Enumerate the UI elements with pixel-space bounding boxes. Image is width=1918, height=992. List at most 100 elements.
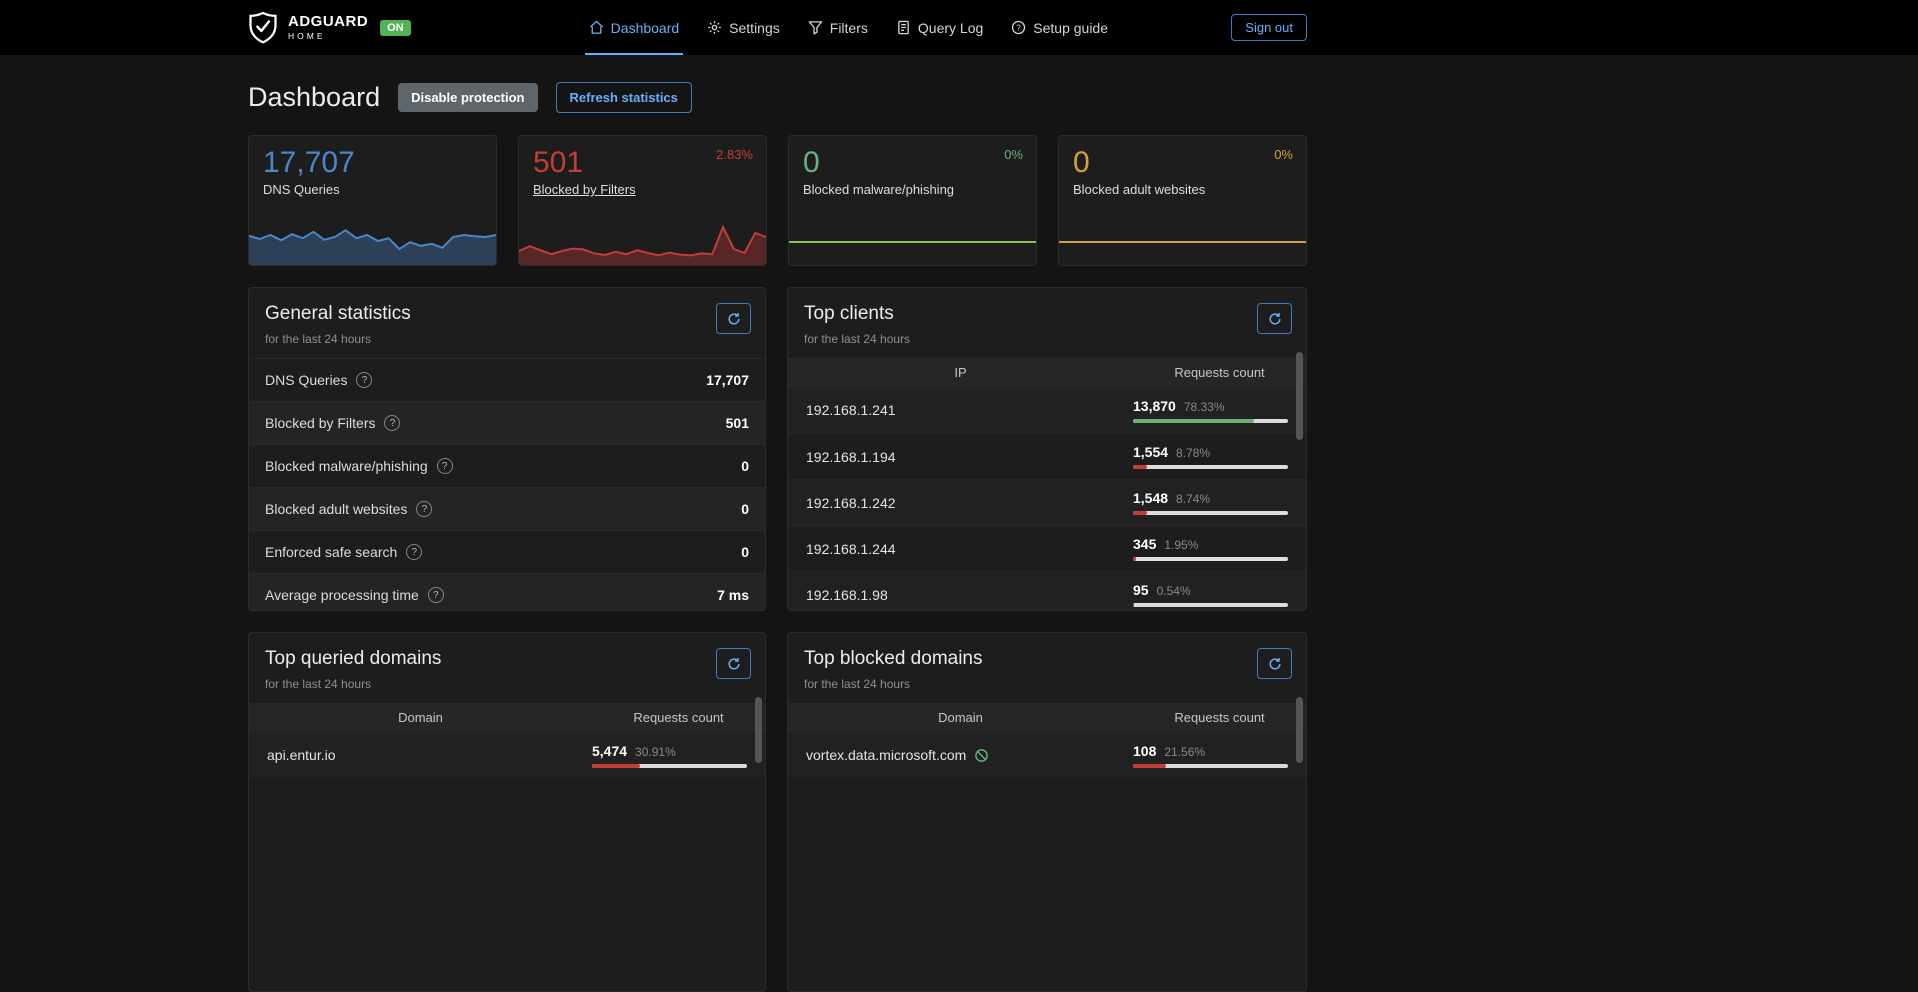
adguard-shield-icon	[249, 11, 277, 44]
refresh-panel-button[interactable]	[1257, 303, 1292, 334]
nav-item-label: Setup guide	[1033, 19, 1108, 36]
scrollbar-thumb[interactable]	[1296, 697, 1303, 763]
table-header: Domain Requests count	[249, 703, 765, 732]
help-icon[interactable]: ?	[356, 372, 373, 388]
panel-subtitle: for the last 24 hours	[804, 677, 911, 691]
cell-requests-count: 1,548 8.74%	[1133, 490, 1306, 515]
brand-logo[interactable]: ADGUARD HOME ON	[248, 11, 411, 45]
requests-percent: 30.91%	[635, 744, 676, 759]
progress-bar-fill	[1133, 763, 1167, 768]
nav-item-filters[interactable]: Filters	[808, 0, 868, 55]
disable-protection-button[interactable]: Disable protection	[398, 82, 538, 112]
nav-item-query-log[interactable]: Query Log	[896, 0, 983, 55]
requests-count: 13,870	[1133, 397, 1176, 414]
stat-list-value: 0	[741, 501, 749, 517]
count-line: 108 21.56%	[1133, 743, 1306, 759]
panel-head: General statistics for the last 24 hours	[249, 288, 765, 358]
requests-percent: 8.74%	[1176, 492, 1211, 506]
cell-ip: 192.168.1.242	[806, 495, 1133, 511]
stat-list-label: DNS Queries	[265, 372, 348, 388]
stat-list-row: Average processing time? 7 ms	[249, 573, 765, 610]
stat-label[interactable]: Blocked by Filters	[533, 182, 636, 197]
requests-percent: 78.33%	[1183, 399, 1225, 414]
table-header: IP Requests count	[788, 358, 1306, 387]
refresh-panel-button[interactable]	[1257, 648, 1292, 679]
progress-bar	[1133, 603, 1288, 607]
requests-count: 5,474	[592, 742, 628, 759]
ip-text: 192.168.1.241	[806, 402, 896, 418]
requests-percent: 8.78%	[1176, 446, 1211, 460]
cell-domain: api.entur.io	[267, 747, 592, 763]
stat-value: 0	[1073, 146, 1090, 179]
stat-value: 501	[533, 146, 584, 179]
ip-text: 192.168.1.194	[806, 448, 896, 465]
requests-count: 95	[1133, 582, 1149, 598]
panel-subtitle: for the last 24 hours	[265, 677, 372, 691]
main-content: Dashboard Disable protection Refresh sta…	[248, 79, 1307, 992]
progress-bar-fill	[1133, 511, 1147, 515]
table-header: Domain Requests count	[788, 703, 1306, 732]
panel-subtitle: for the last 24 hours	[804, 332, 911, 346]
stat-list-row: DNS Queries? 17,707	[249, 358, 765, 401]
help-circle-icon: ?	[1012, 20, 1026, 35]
requests-percent: 21.56%	[1164, 744, 1206, 759]
stat-list-value: 17,707	[706, 372, 749, 388]
sign-out-button[interactable]: Sign out	[1231, 14, 1307, 41]
stat-label: Blocked adult websites	[1073, 182, 1206, 197]
brand-name: ADGUARD	[288, 13, 369, 31]
progress-bar-fill	[1133, 603, 1134, 607]
top-blocked-rows: vortex.data.microsoft.com 108 21.56%	[788, 732, 1306, 778]
count-line: 1,554 8.78%	[1133, 444, 1306, 460]
column-header-requests-count: Requests count	[1174, 365, 1265, 380]
stat-list-label: Blocked malware/phishing	[265, 458, 428, 474]
query-log-icon	[898, 20, 909, 35]
stat-list-row: Blocked by Filters? 501	[249, 401, 765, 444]
help-icon[interactable]: ?	[416, 501, 433, 517]
panel-title: Top blocked domains	[804, 648, 983, 669]
nav-item-setup-guide[interactable]: ? Setup guide	[1011, 0, 1108, 55]
refresh-panel-button[interactable]	[716, 303, 751, 334]
nav-item-dashboard[interactable]: Dashboard	[584, 0, 683, 55]
cell-requests-count: 5,474 30.91%	[592, 743, 765, 768]
table-row: 192.168.1.98 95 0.54%	[788, 571, 1306, 610]
table-row: 192.168.1.241 13,870 78.33%	[788, 387, 1306, 433]
stat-cards-row: 17,707 DNS Queries 2.83% 501 Blocked by Filt…	[248, 135, 1307, 266]
count-line: 13,870 78.33%	[1133, 398, 1306, 414]
scrollbar-thumb[interactable]	[1296, 352, 1303, 440]
help-icon[interactable]: ?	[406, 544, 423, 560]
brand-sub: HOME	[288, 31, 326, 42]
page-title: Dashboard	[248, 82, 381, 112]
nav-item-settings[interactable]: Settings	[707, 0, 780, 55]
scrollbar-thumb[interactable]	[755, 697, 762, 763]
refresh-statistics-button[interactable]: Refresh statistics	[555, 81, 692, 113]
stat-card-blocked-adult: 0% 0 Blocked adult websites	[1058, 135, 1307, 266]
panel-head: Top clients for the last 24 hours	[788, 288, 1306, 358]
stat-change-percent: 2.83%	[716, 147, 753, 162]
domain-text: api.entur.io	[267, 747, 336, 763]
panel-title: Top queried domains	[265, 648, 442, 669]
svg-text:?: ?	[1017, 23, 1022, 32]
cell-requests-count: 345 1.95%	[1133, 536, 1306, 561]
top-queried-domains-panel: Top queried domains for the last 24 hour…	[248, 632, 766, 992]
column-header-domain: Domain	[938, 710, 983, 725]
cell-ip: 192.168.1.241	[806, 402, 1133, 418]
cell-requests-count: 95 0.54%	[1133, 582, 1306, 607]
refresh-icon	[728, 312, 740, 325]
help-icon[interactable]: ?	[436, 458, 453, 474]
gear-icon	[708, 21, 722, 34]
refresh-panel-button[interactable]	[716, 648, 751, 679]
help-icon[interactable]: ?	[427, 587, 444, 603]
stat-list-row: Blocked adult websites? 0	[249, 487, 765, 530]
count-line: 5,474 30.91%	[592, 743, 765, 759]
refresh-icon	[1269, 657, 1281, 670]
nav-menu: Dashboard Settings Filters Query Log	[584, 0, 1108, 55]
stat-card-blocked-malware: 0% 0 Blocked malware/phishing	[788, 135, 1037, 266]
blocked-filters-sparkline	[519, 205, 766, 265]
help-icon[interactable]: ?	[384, 415, 401, 431]
panels-row-2: Top queried domains for the last 24 hour…	[248, 632, 1307, 992]
stat-value: 0	[803, 146, 820, 179]
progress-bar	[1133, 418, 1288, 423]
table-row: 192.168.1.194 1,554 8.78%	[788, 433, 1306, 479]
requests-count: 108	[1133, 742, 1157, 759]
stat-list-value: 7 ms	[717, 587, 749, 603]
